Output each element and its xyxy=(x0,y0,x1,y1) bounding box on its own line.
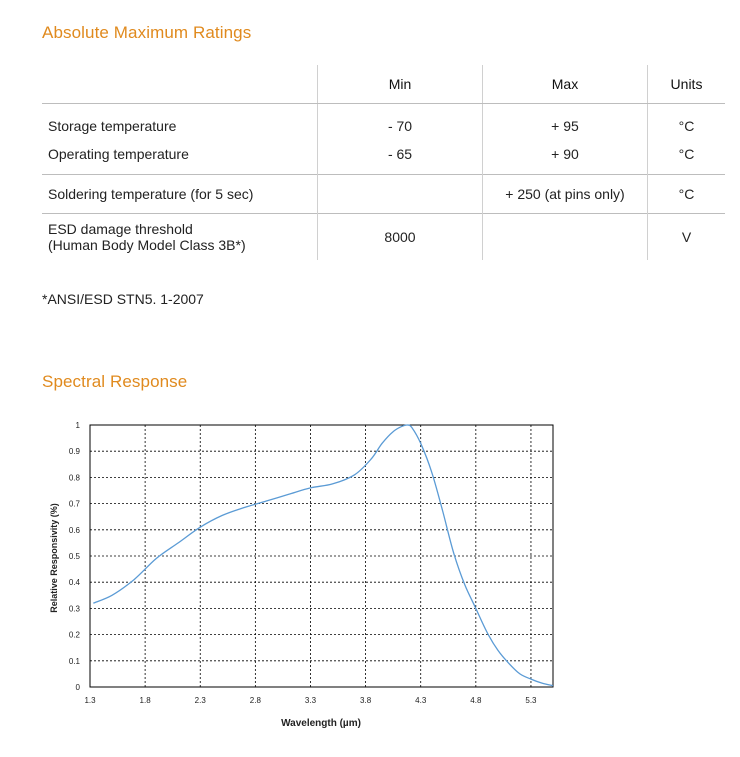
x-tick-label: 1.3 xyxy=(84,696,96,705)
y-axis-label: Relative Responsivity (%) xyxy=(49,503,59,613)
x-tick-label: 2.3 xyxy=(195,696,207,705)
plot-frame xyxy=(89,424,554,688)
header-units: Units xyxy=(647,65,725,104)
header-min: Min xyxy=(317,65,483,104)
row-name: Soldering temperature (for 5 sec) xyxy=(42,174,318,214)
y-tick-label: 0.1 xyxy=(69,657,81,666)
x-tick-label: 5.3 xyxy=(525,696,537,705)
x-tick-label: 2.8 xyxy=(250,696,262,705)
row-units: °C xyxy=(647,103,725,146)
header-max: Max xyxy=(482,65,648,104)
y-tick-label: 0.4 xyxy=(69,578,81,587)
row-max: + 90 xyxy=(482,146,648,175)
table-row: Storage temperature - 70 + 95 °C xyxy=(42,103,725,146)
x-axis-label: Wavelength (µm) xyxy=(281,718,361,729)
y-tick-label: 0 xyxy=(76,683,81,692)
header-parameter xyxy=(42,65,318,104)
y-tick-label: 0.2 xyxy=(69,631,81,640)
y-tick-label: 0.3 xyxy=(69,604,81,613)
row-units: V xyxy=(647,213,725,260)
row-min: - 65 xyxy=(317,146,483,175)
footnote: *ANSI/ESD STN5. 1-2007 xyxy=(42,291,204,307)
y-tick-labels: 0 0.1 0.2 0.3 0.4 0.5 0.6 0.7 0.8 0.9 1 xyxy=(69,421,81,692)
ratings-table: Min Max Units Storage temperature - 70 +… xyxy=(42,65,725,260)
y-tick-label: 0.7 xyxy=(69,500,81,509)
x-tick-label: 3.3 xyxy=(305,696,317,705)
row-max: + 95 xyxy=(482,103,648,146)
row-name-cell: ESD damage threshold (Human Body Model C… xyxy=(42,213,318,260)
row-name-line2: (Human Body Model Class 3B*) xyxy=(48,237,246,253)
row-min: - 70 xyxy=(317,103,483,146)
row-units: °C xyxy=(647,146,725,175)
table-row: ESD damage threshold (Human Body Model C… xyxy=(42,213,725,260)
row-max xyxy=(482,213,648,260)
table-header-row: Min Max Units xyxy=(42,65,725,104)
x-tick-label: 3.8 xyxy=(360,696,372,705)
row-max: + 250 (at pins only) xyxy=(482,174,648,214)
x-tick-label: 4.3 xyxy=(415,696,427,705)
table-row: Soldering temperature (for 5 sec) + 250 … xyxy=(42,174,725,214)
spectral-response-chart: 1.3 1.8 2.3 2.8 3.3 3.8 4.3 4.8 5.3 0 0.1 0.2 0.3 0.… xyxy=(49,421,554,729)
row-min xyxy=(317,174,483,214)
row-name: Storage temperature xyxy=(48,118,177,134)
y-tick-label: 0.9 xyxy=(69,447,81,456)
y-tick-label: 0.6 xyxy=(69,526,81,535)
x-tick-labels: 1.3 1.8 2.3 2.8 3.3 3.8 4.3 4.8 5.3 xyxy=(84,696,537,705)
x-tick-label: 1.8 xyxy=(140,696,152,705)
row-units: °C xyxy=(647,174,725,214)
y-tick-label: 0.8 xyxy=(69,473,81,482)
row-name: Operating temperature xyxy=(48,146,189,162)
spectral-title: Spectral Response xyxy=(42,372,188,391)
y-tick-label: 1 xyxy=(76,421,81,430)
row-min: 8000 xyxy=(317,213,483,260)
ratings-title: Absolute Maximum Ratings xyxy=(42,23,252,42)
x-tick-label: 4.8 xyxy=(470,696,482,705)
y-tick-label: 0.5 xyxy=(69,552,81,561)
table-row: Operating temperature - 65 + 90 °C xyxy=(42,146,725,175)
row-name: ESD damage threshold xyxy=(48,221,193,237)
response-curve xyxy=(93,424,554,687)
